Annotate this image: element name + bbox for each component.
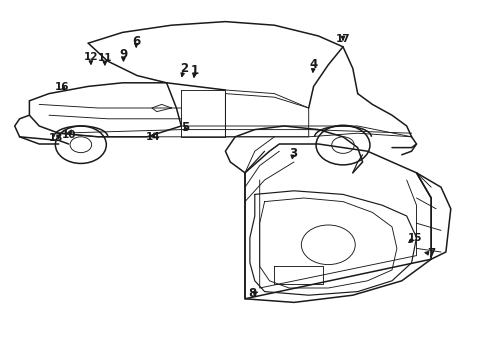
Text: 15: 15 bbox=[408, 233, 423, 243]
Text: 5: 5 bbox=[181, 121, 189, 134]
Text: 2: 2 bbox=[180, 62, 188, 75]
Text: 3: 3 bbox=[289, 147, 297, 159]
Text: 1: 1 bbox=[191, 64, 199, 77]
Text: 16: 16 bbox=[55, 82, 70, 92]
Text: 7: 7 bbox=[427, 247, 435, 260]
Text: 4: 4 bbox=[310, 58, 318, 71]
Text: 13: 13 bbox=[49, 133, 64, 143]
Text: 12: 12 bbox=[83, 52, 98, 62]
Text: 14: 14 bbox=[146, 132, 160, 142]
Text: 10: 10 bbox=[61, 130, 76, 140]
Text: 6: 6 bbox=[132, 35, 140, 48]
Text: 8: 8 bbox=[248, 287, 256, 300]
Text: 9: 9 bbox=[120, 48, 127, 60]
Text: 11: 11 bbox=[98, 53, 112, 63]
Text: 17: 17 bbox=[336, 34, 350, 44]
